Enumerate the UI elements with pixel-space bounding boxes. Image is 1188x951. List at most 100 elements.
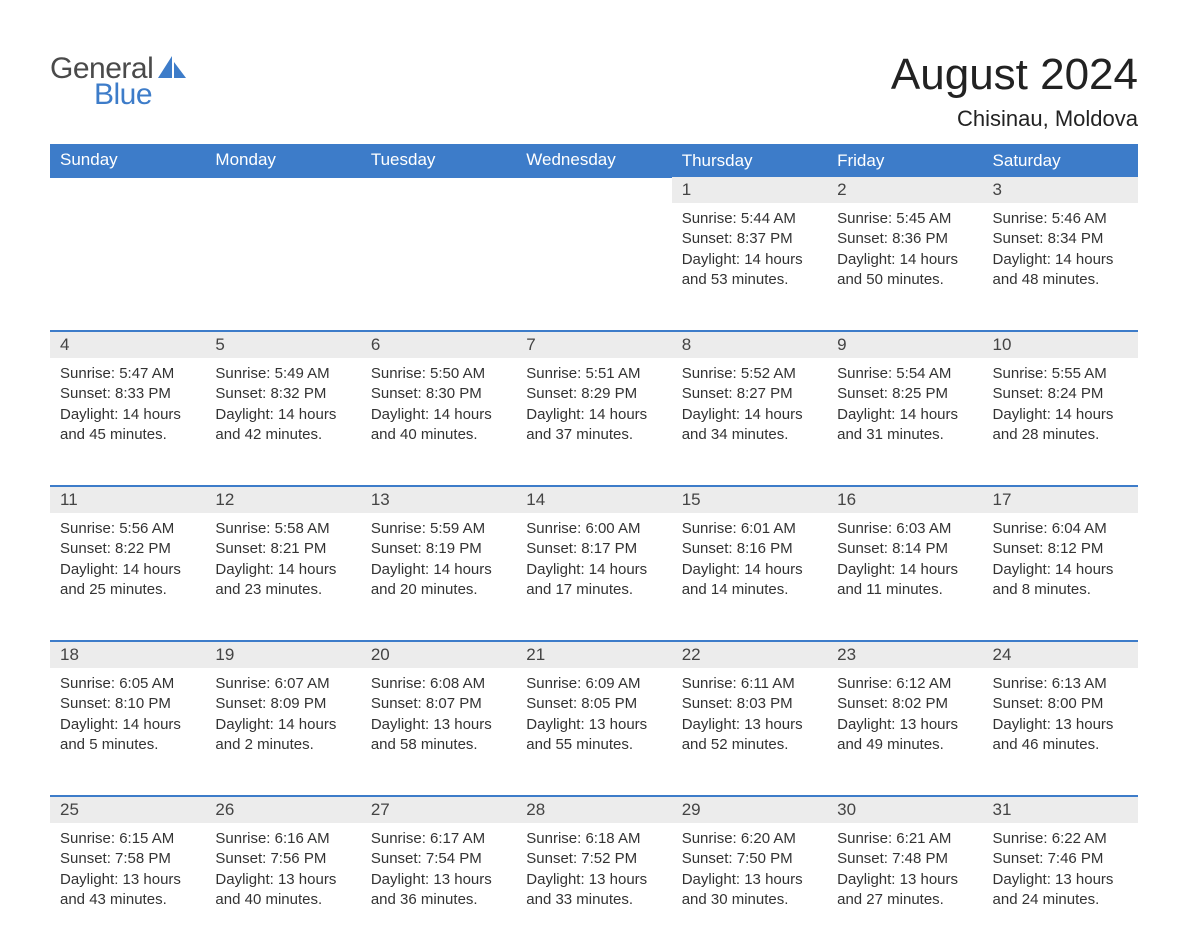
day-cell: Sunrise: 6:00 AMSunset: 8:17 PMDaylight:… (516, 513, 671, 641)
day-number: 1 (672, 177, 827, 203)
day-cell: Sunrise: 6:17 AMSunset: 7:54 PMDaylight:… (361, 823, 516, 951)
day-info: Sunrise: 6:11 AMSunset: 8:03 PMDaylight:… (672, 668, 827, 773)
day-number: 7 (516, 331, 671, 358)
day-info: Sunrise: 6:13 AMSunset: 8:00 PMDaylight:… (983, 668, 1138, 773)
location: Chisinau, Moldova (891, 106, 1138, 132)
day-cell: Sunrise: 6:05 AMSunset: 8:10 PMDaylight:… (50, 668, 205, 796)
day-number: 10 (983, 331, 1138, 358)
day-cell: Sunrise: 6:16 AMSunset: 7:56 PMDaylight:… (205, 823, 360, 951)
day-cell: Sunrise: 5:58 AMSunset: 8:21 PMDaylight:… (205, 513, 360, 641)
day-cell: Sunrise: 6:15 AMSunset: 7:58 PMDaylight:… (50, 823, 205, 951)
day-info: Sunrise: 6:03 AMSunset: 8:14 PMDaylight:… (827, 513, 982, 618)
day-info: Sunrise: 6:18 AMSunset: 7:52 PMDaylight:… (516, 823, 671, 928)
day-cell: Sunrise: 6:18 AMSunset: 7:52 PMDaylight:… (516, 823, 671, 951)
week-daynum-row: 25262728293031 (50, 796, 1138, 823)
header: General Blue August 2024 Chisinau, Moldo… (50, 50, 1138, 132)
day-info: Sunrise: 6:12 AMSunset: 8:02 PMDaylight:… (827, 668, 982, 773)
weekday-header: Thursday (672, 144, 827, 177)
day-number: 17 (983, 486, 1138, 513)
empty-cell (361, 203, 516, 331)
week-daynum-row: 18192021222324 (50, 641, 1138, 668)
day-cell: Sunrise: 6:21 AMSunset: 7:48 PMDaylight:… (827, 823, 982, 951)
day-number: 11 (50, 486, 205, 513)
day-info: Sunrise: 6:09 AMSunset: 8:05 PMDaylight:… (516, 668, 671, 773)
day-cell: Sunrise: 5:50 AMSunset: 8:30 PMDaylight:… (361, 358, 516, 486)
day-number: 21 (516, 641, 671, 668)
weekday-header: Sunday (50, 144, 205, 177)
empty-cell (516, 177, 671, 203)
day-cell: Sunrise: 5:49 AMSunset: 8:32 PMDaylight:… (205, 358, 360, 486)
day-cell: Sunrise: 6:03 AMSunset: 8:14 PMDaylight:… (827, 513, 982, 641)
weekday-header-row: SundayMondayTuesdayWednesdayThursdayFrid… (50, 144, 1138, 177)
day-info: Sunrise: 6:00 AMSunset: 8:17 PMDaylight:… (516, 513, 671, 618)
day-info: Sunrise: 5:55 AMSunset: 8:24 PMDaylight:… (983, 358, 1138, 463)
day-cell: Sunrise: 6:01 AMSunset: 8:16 PMDaylight:… (672, 513, 827, 641)
day-cell: Sunrise: 5:45 AMSunset: 8:36 PMDaylight:… (827, 203, 982, 331)
week-daynum-row: 11121314151617 (50, 486, 1138, 513)
day-number: 29 (672, 796, 827, 823)
weekday-header: Wednesday (516, 144, 671, 177)
day-info: Sunrise: 6:05 AMSunset: 8:10 PMDaylight:… (50, 668, 205, 773)
weekday-header: Saturday (983, 144, 1138, 177)
empty-cell (50, 203, 205, 331)
day-number: 15 (672, 486, 827, 513)
day-info: Sunrise: 5:49 AMSunset: 8:32 PMDaylight:… (205, 358, 360, 463)
day-number: 31 (983, 796, 1138, 823)
calendar-table: SundayMondayTuesdayWednesdayThursdayFrid… (50, 144, 1138, 951)
day-info: Sunrise: 6:07 AMSunset: 8:09 PMDaylight:… (205, 668, 360, 773)
day-number: 28 (516, 796, 671, 823)
day-cell: Sunrise: 5:55 AMSunset: 8:24 PMDaylight:… (983, 358, 1138, 486)
day-info: Sunrise: 5:46 AMSunset: 8:34 PMDaylight:… (983, 203, 1138, 308)
day-info: Sunrise: 6:17 AMSunset: 7:54 PMDaylight:… (361, 823, 516, 928)
day-info: Sunrise: 6:21 AMSunset: 7:48 PMDaylight:… (827, 823, 982, 928)
logo-text-blue: Blue (94, 78, 186, 112)
day-cell: Sunrise: 6:13 AMSunset: 8:00 PMDaylight:… (983, 668, 1138, 796)
empty-cell (361, 177, 516, 203)
day-cell: Sunrise: 6:12 AMSunset: 8:02 PMDaylight:… (827, 668, 982, 796)
day-number: 26 (205, 796, 360, 823)
day-info: Sunrise: 5:47 AMSunset: 8:33 PMDaylight:… (50, 358, 205, 463)
day-info: Sunrise: 5:54 AMSunset: 8:25 PMDaylight:… (827, 358, 982, 463)
day-cell: Sunrise: 6:20 AMSunset: 7:50 PMDaylight:… (672, 823, 827, 951)
day-info: Sunrise: 6:08 AMSunset: 8:07 PMDaylight:… (361, 668, 516, 773)
day-number: 18 (50, 641, 205, 668)
logo: General Blue (50, 50, 186, 112)
week-daynum-row: 45678910 (50, 331, 1138, 358)
day-number: 23 (827, 641, 982, 668)
logo-sail-icon (158, 56, 186, 78)
day-number: 3 (983, 177, 1138, 203)
day-cell: Sunrise: 6:07 AMSunset: 8:09 PMDaylight:… (205, 668, 360, 796)
day-info: Sunrise: 6:04 AMSunset: 8:12 PMDaylight:… (983, 513, 1138, 618)
weekday-header: Monday (205, 144, 360, 177)
day-number: 20 (361, 641, 516, 668)
day-cell: Sunrise: 6:04 AMSunset: 8:12 PMDaylight:… (983, 513, 1138, 641)
day-number: 5 (205, 331, 360, 358)
week-info-row: Sunrise: 6:05 AMSunset: 8:10 PMDaylight:… (50, 668, 1138, 796)
day-cell: Sunrise: 5:46 AMSunset: 8:34 PMDaylight:… (983, 203, 1138, 331)
day-info: Sunrise: 5:50 AMSunset: 8:30 PMDaylight:… (361, 358, 516, 463)
weekday-header: Tuesday (361, 144, 516, 177)
day-cell: Sunrise: 5:59 AMSunset: 8:19 PMDaylight:… (361, 513, 516, 641)
day-number: 27 (361, 796, 516, 823)
day-number: 2 (827, 177, 982, 203)
day-info: Sunrise: 5:58 AMSunset: 8:21 PMDaylight:… (205, 513, 360, 618)
empty-cell (205, 177, 360, 203)
day-info: Sunrise: 6:15 AMSunset: 7:58 PMDaylight:… (50, 823, 205, 928)
day-info: Sunrise: 5:51 AMSunset: 8:29 PMDaylight:… (516, 358, 671, 463)
weekday-header: Friday (827, 144, 982, 177)
day-number: 12 (205, 486, 360, 513)
empty-cell (516, 203, 671, 331)
day-number: 8 (672, 331, 827, 358)
day-number: 16 (827, 486, 982, 513)
title-block: August 2024 Chisinau, Moldova (891, 50, 1138, 132)
day-info: Sunrise: 6:22 AMSunset: 7:46 PMDaylight:… (983, 823, 1138, 928)
day-cell: Sunrise: 5:44 AMSunset: 8:37 PMDaylight:… (672, 203, 827, 331)
week-info-row: Sunrise: 6:15 AMSunset: 7:58 PMDaylight:… (50, 823, 1138, 951)
day-info: Sunrise: 5:56 AMSunset: 8:22 PMDaylight:… (50, 513, 205, 618)
week-info-row: Sunrise: 5:44 AMSunset: 8:37 PMDaylight:… (50, 203, 1138, 331)
day-number: 4 (50, 331, 205, 358)
day-cell: Sunrise: 6:22 AMSunset: 7:46 PMDaylight:… (983, 823, 1138, 951)
month-title: August 2024 (891, 50, 1138, 100)
day-number: 9 (827, 331, 982, 358)
week-info-row: Sunrise: 5:56 AMSunset: 8:22 PMDaylight:… (50, 513, 1138, 641)
